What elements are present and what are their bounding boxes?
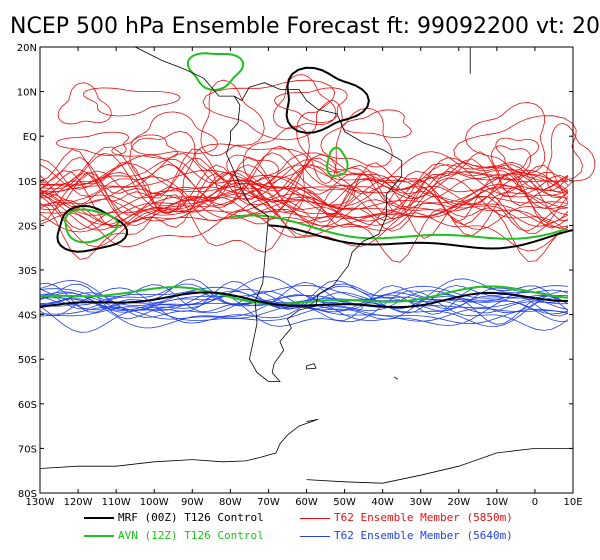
antarctica-coastline-east — [306, 448, 573, 484]
lon-label: 10W — [486, 497, 509, 508]
legend-label-mrf: MRF (00Z) T126 Control — [118, 511, 264, 524]
blue-member-contour — [39, 285, 569, 306]
red-member-contour — [39, 158, 569, 191]
legend-item-avn: AVN (12Z) T126 Control — [84, 529, 264, 547]
red-member-loop — [129, 130, 196, 214]
lat-label: 10N — [17, 88, 37, 99]
red-member-loop — [130, 111, 219, 156]
lon-label: 130W — [26, 497, 55, 508]
blue-member-contour — [39, 294, 569, 329]
legend-label-avn: AVN (12Z) T126 Control — [118, 529, 264, 542]
red-member-loop — [320, 107, 393, 168]
red-member-contour — [39, 171, 569, 239]
lon-label: 110W — [102, 497, 131, 508]
falklands-coastline — [306, 363, 317, 370]
lon-label: 20W — [447, 497, 470, 508]
south-america-coastline — [135, 46, 403, 382]
red-member-contour — [39, 177, 569, 248]
red-member-loop — [111, 134, 178, 159]
mrf-contour-north — [268, 224, 573, 250]
lon-label: 10E — [563, 497, 582, 508]
lon-label: 70W — [257, 497, 280, 508]
antarctica-coastline — [39, 419, 319, 469]
red-member-contour — [39, 151, 569, 217]
lon-label: 40W — [371, 497, 394, 508]
red-member-loop — [202, 79, 336, 141]
legend-label-blue: T62 Ensemble Member (5640m) — [334, 529, 513, 542]
red-member-loop — [273, 87, 348, 124]
red-member-loop — [194, 143, 309, 200]
lon-label: 30W — [409, 497, 432, 508]
legend-line-avn — [84, 535, 114, 537]
red-member-contour — [39, 185, 569, 231]
legend-line-red — [300, 517, 330, 519]
red-member-loop — [495, 137, 539, 171]
red-member-loop — [55, 131, 129, 156]
lat-label: 30S — [18, 266, 37, 277]
red-member-contour — [39, 184, 569, 233]
legend-line-mrf — [84, 517, 114, 519]
lon-label: 90W — [181, 497, 204, 508]
chart-title: NCEP 500 hPa Ensemble Forecast ft: 99092… — [10, 14, 600, 39]
lon-label: 100W — [140, 497, 169, 508]
legend-item-blue-members: T62 Ensemble Member (5640m) — [300, 529, 513, 547]
lon-label: 80W — [219, 497, 242, 508]
lat-label: 20N — [17, 43, 37, 54]
avn-contour-north — [230, 214, 567, 240]
lat-label: 50S — [18, 355, 37, 366]
red-member-loop — [465, 101, 546, 174]
red-member-loop — [341, 109, 412, 138]
coastline-layer — [39, 46, 573, 484]
red-member-loop — [453, 115, 583, 183]
red-member-loop — [490, 145, 531, 192]
red-member-loop — [200, 79, 265, 157]
legend-item-red-members: T62 Ensemble Member (5850m) — [300, 511, 513, 529]
south-georgia-coastline — [393, 376, 399, 380]
legend-line-blue — [300, 535, 330, 537]
lat-label: 40S — [18, 311, 37, 322]
red-member-contour — [39, 164, 569, 237]
lon-label: 60W — [295, 497, 318, 508]
lon-label: 50W — [333, 497, 356, 508]
lon-label: 120W — [64, 497, 93, 508]
red-member-loop — [243, 125, 310, 213]
mrf-low-loop — [56, 204, 129, 253]
legend-label-red: T62 Ensemble Member (5850m) — [334, 511, 513, 524]
avn-low-loop — [64, 208, 119, 244]
avn-small-loop — [326, 146, 349, 178]
lat-label: 80S — [18, 489, 37, 500]
blue-member-contour — [39, 306, 569, 325]
map-frame — [39, 46, 574, 494]
lat-label: 20S — [18, 221, 37, 232]
red-member-loop — [57, 82, 112, 125]
red-member-loop — [226, 154, 280, 201]
red-member-loop — [251, 152, 355, 206]
lon-label: 0 — [532, 497, 538, 508]
blue-member-contour — [39, 290, 569, 333]
red-member-loop — [545, 122, 596, 192]
red-member-contour — [39, 175, 569, 228]
lat-label: 70S — [18, 444, 37, 455]
avn-north-loop — [186, 52, 245, 92]
mrf-tropical-loop — [285, 66, 370, 134]
lat-label: EQ — [23, 132, 37, 143]
red-member-loop — [82, 87, 181, 117]
avn-contour-south — [39, 285, 569, 305]
lat-label: 60S — [18, 400, 37, 411]
red-member-contour — [39, 171, 569, 226]
mrf-contour-south — [39, 291, 569, 309]
contour-layer — [39, 52, 596, 333]
lat-label: 10S — [18, 177, 37, 188]
legend-item-mrf: MRF (00Z) T126 Control — [84, 511, 264, 529]
